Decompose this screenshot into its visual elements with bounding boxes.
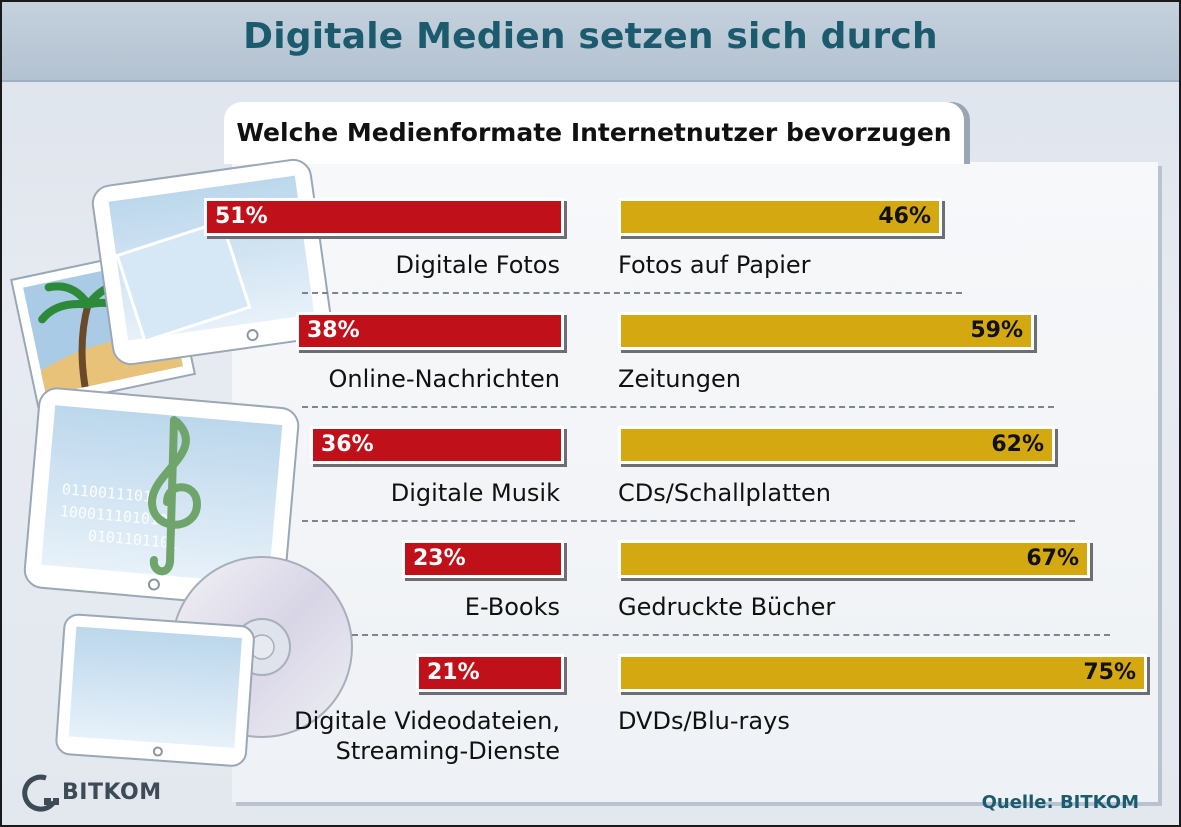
digital-bar: 38% [296, 312, 564, 350]
digital-bar-value: 38% [307, 318, 360, 343]
print-category-label: CDs/Schallplatten [618, 479, 831, 507]
page-title: Digitale Medien setzen sich durch [243, 16, 938, 57]
chart-subtitle: Welche Medienformate Internetnutzer bevo… [236, 118, 952, 147]
row-separator [302, 406, 1054, 408]
digital-bar: 51% [204, 198, 564, 236]
digital-bar-value: 36% [321, 432, 374, 457]
row-separator [302, 292, 962, 294]
print-bar: 62% [618, 426, 1055, 464]
subtitle-tab [224, 102, 964, 164]
bitkom-logo: BITKOM [16, 772, 196, 816]
logo-text: BITKOM [62, 780, 162, 805]
media-illustration: 0110011101 100011101010 0101101101 [10, 158, 353, 767]
digital-bar-value: 51% [215, 204, 268, 229]
print-bar: 46% [618, 198, 942, 236]
digital-category-label: Digitale Fotos [395, 251, 560, 279]
row-separator [352, 634, 1110, 636]
music-note-icon [147, 416, 202, 576]
digital-bar: 23% [402, 540, 564, 578]
digital-bar: 36% [310, 426, 564, 464]
print-category-label: Zeitungen [618, 365, 741, 393]
print-bar-value: 67% [1026, 546, 1079, 571]
print-category-label: Gedruckte Bücher [618, 593, 836, 621]
digital-category-label: Digitale Videodateien, Streaming-Dienste [294, 707, 560, 765]
print-bar: 67% [618, 540, 1090, 578]
print-bar: 75% [618, 654, 1147, 692]
print-category-label: DVDs/Blu-rays [618, 707, 790, 735]
tablet-music-icon: 0110011101 100011101010 0101101101 [23, 387, 300, 609]
source-note: Quelle: BITKOM [981, 792, 1139, 813]
print-bar-value: 59% [970, 318, 1023, 343]
print-bar-value: 62% [991, 432, 1044, 457]
row-separator [302, 520, 1075, 522]
chart-panel [232, 162, 1158, 802]
title-band [2, 2, 1179, 82]
digital-category-label: E-Books [464, 593, 560, 621]
print-bar-value: 46% [878, 204, 931, 229]
digital-bar-value: 21% [427, 660, 480, 685]
digital-category-label: Digitale Musik [390, 479, 560, 507]
print-category-label: Fotos auf Papier [618, 251, 811, 279]
digital-category-label: Online-Nachrichten [328, 365, 560, 393]
tablet-video-icon [55, 613, 255, 767]
digital-bar-value: 23% [413, 546, 466, 571]
bitkom-logo-icon [22, 774, 59, 812]
print-bar-value: 75% [1083, 660, 1136, 685]
digital-bar: 21% [416, 654, 564, 692]
print-bar: 59% [618, 312, 1034, 350]
